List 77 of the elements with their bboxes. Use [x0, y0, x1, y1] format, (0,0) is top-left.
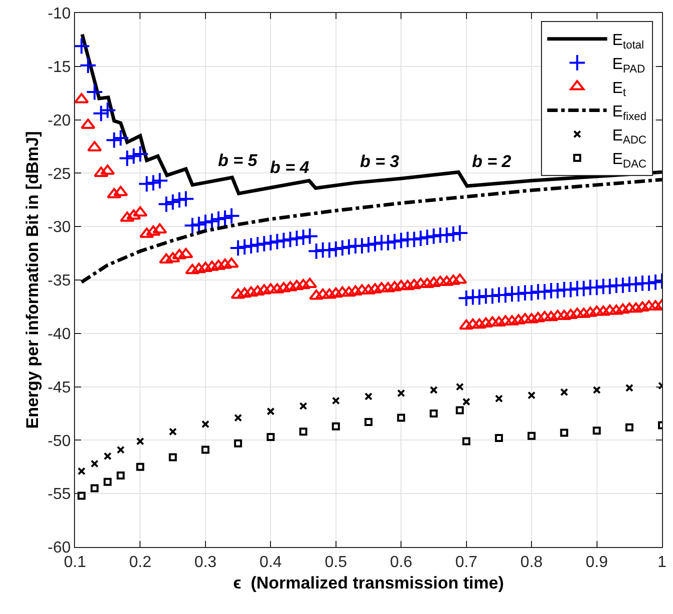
point: [90, 484, 99, 492]
point: [364, 392, 372, 400]
x-tick-label: 0.6: [390, 554, 412, 572]
point: [462, 398, 470, 406]
point: [592, 386, 601, 394]
y-tick-label: -20: [48, 112, 71, 130]
point: [397, 414, 406, 422]
point: [201, 446, 210, 454]
legend-label: E$_{fixed}$: [612, 104, 647, 123]
x-tick-label: 1: [658, 554, 667, 572]
x-tick-label: 0.4: [260, 554, 282, 572]
y-tick-label: -15: [48, 59, 71, 76]
point: [201, 420, 210, 428]
legend-label: E$_{DAC}$: [612, 151, 646, 171]
x-tick-label: 0.8: [520, 554, 543, 572]
point: [456, 406, 464, 414]
point: [430, 410, 438, 418]
y-tick-label: -60: [48, 540, 71, 557]
point: [116, 446, 125, 454]
point: [168, 428, 177, 436]
y-tick-label: -10: [48, 6, 71, 23]
point: [90, 460, 99, 468]
point: [116, 471, 125, 480]
y-tick-label: -35: [48, 272, 71, 290]
y-tick-label: -45: [48, 379, 71, 396]
point: [78, 467, 86, 476]
annotation: b = 3: [360, 152, 400, 171]
point: [168, 453, 177, 462]
point: [462, 437, 470, 446]
y-tick-label: -40: [48, 326, 71, 343]
point: [234, 439, 242, 448]
point: [364, 418, 372, 426]
point: [560, 428, 568, 437]
y-tick-label: -25: [48, 166, 71, 183]
annotation: b = 2: [472, 152, 512, 171]
point: [266, 433, 275, 441]
x-tick-label: 0.1: [64, 554, 86, 572]
x-tick-label: 0.9: [586, 554, 608, 572]
legend-label: E$_{total}$: [612, 32, 644, 52]
line-series: [80, 178, 662, 284]
legend-label: E$_{ADC}$: [612, 127, 646, 147]
point: [528, 432, 536, 440]
point: [299, 428, 308, 436]
annotation: b = 4: [270, 158, 310, 177]
x-tick-label: 0.5: [324, 554, 348, 572]
point: [299, 402, 308, 410]
line-series: [80, 32, 662, 196]
point: [136, 462, 144, 471]
point: [592, 426, 601, 435]
x-tick-label: 0.3: [194, 554, 217, 572]
point: [78, 492, 86, 500]
point: [456, 382, 464, 391]
y-tick-label: -55: [48, 486, 71, 504]
point: [332, 422, 340, 430]
point: [136, 437, 144, 446]
point: [397, 389, 406, 398]
point: [560, 388, 568, 396]
point: [430, 386, 438, 394]
point: [332, 396, 340, 405]
point: [234, 414, 242, 422]
point: [494, 434, 503, 442]
point: [528, 391, 536, 400]
x-tick-label: 0.2: [129, 554, 152, 572]
y-axis-title: Energy per information Bit in [dBmJ]: [23, 131, 42, 429]
legend-label: E$_{t}$: [612, 80, 627, 100]
point: [266, 407, 275, 416]
point: [625, 423, 634, 432]
point: [494, 394, 503, 403]
annotation: b = 5: [218, 151, 258, 170]
x-axis-title: ϵ (Normalized transmission time): [233, 574, 504, 593]
y-tick-label: -50: [48, 432, 71, 450]
point: [104, 452, 112, 460]
point: [625, 384, 634, 392]
x-tick-label: 0.7: [455, 554, 478, 572]
legend-label: E$_{PAD}$: [612, 56, 646, 76]
y-tick-label: -30: [48, 219, 71, 236]
point: [104, 478, 112, 486]
